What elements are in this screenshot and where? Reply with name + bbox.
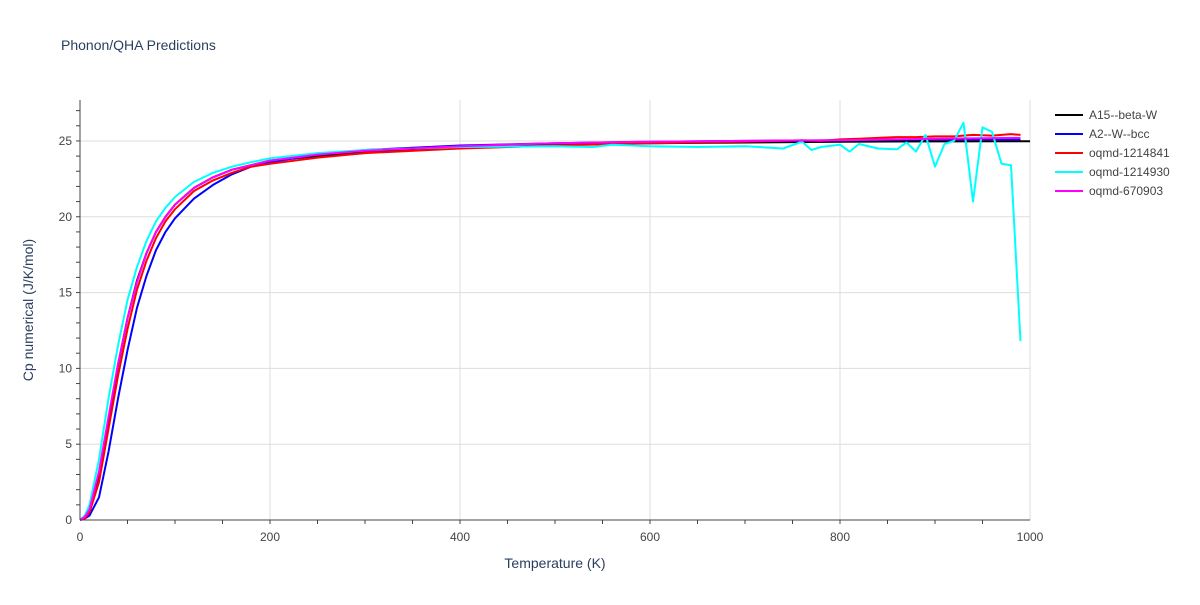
legend-item-A2--W--bcc[interactable]: A2--W--bcc [1055, 127, 1149, 141]
x-tick-label: 400 [450, 530, 470, 544]
series-line-oqmd-670903 [79, 136, 1021, 521]
legend-item-A15--beta-W[interactable]: A15--beta-W [1055, 108, 1158, 122]
legend: A15--beta-W A2--W--bcc oqmd-1214841 oqmd-12… [1055, 108, 1170, 198]
y-tick-label: 20 [59, 210, 73, 224]
x-tick-label: 600 [640, 530, 660, 544]
y-tick-label: 10 [59, 361, 73, 375]
x-tick-label: 0 [77, 530, 84, 544]
series-line-A2--W--bcc [79, 138, 1021, 521]
chart-title: Phonon/QHA Predictions [61, 37, 216, 53]
legend-label: oqmd-670903 [1089, 184, 1163, 198]
series-line-A15--beta-W [79, 140, 1031, 521]
legend-item-oqmd-1214930[interactable]: oqmd-1214930 [1055, 165, 1170, 179]
grid-layer [80, 100, 1031, 520]
legend-item-oqmd-1214841[interactable]: oqmd-1214841 [1055, 146, 1170, 160]
series-line-oqmd-1214841 [79, 133, 1021, 521]
y-tick-label: 25 [59, 134, 73, 148]
y-tick-label: 0 [65, 513, 72, 527]
x-tick-label: 200 [260, 530, 280, 544]
legend-item-oqmd-670903[interactable]: oqmd-670903 [1055, 184, 1163, 198]
series-layer [79, 121, 1031, 521]
legend-label: oqmd-1214930 [1089, 165, 1170, 179]
legend-label: A15--beta-W [1089, 108, 1158, 122]
y-axis-title: Cp numerical (J/K/mol) [20, 239, 36, 381]
y-tick-label: 5 [65, 437, 72, 451]
legend-label: A2--W--bcc [1089, 127, 1149, 141]
x-tick-label: 800 [830, 530, 850, 544]
series-line-oqmd-1214930 [79, 121, 1022, 521]
legend-label: oqmd-1214841 [1089, 146, 1170, 160]
x-tick-label: 1000 [1017, 530, 1044, 544]
y-tick-label: 15 [59, 286, 73, 300]
x-axis-title: Temperature (K) [504, 555, 605, 571]
axis-layer: 0 200 400 600 800 1000 0 5 10 15 20 25 [59, 100, 1044, 544]
